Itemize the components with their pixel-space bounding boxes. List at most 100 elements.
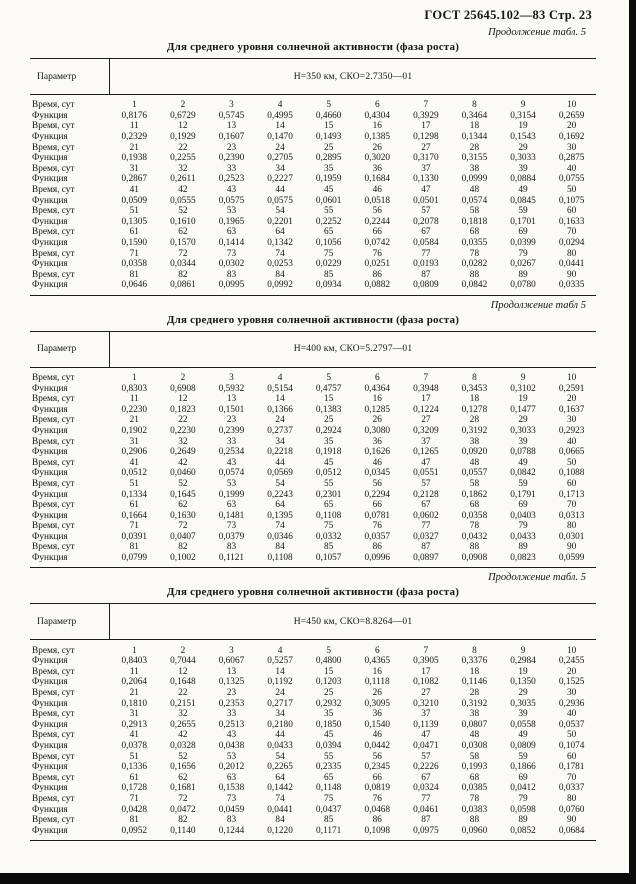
time-row: Время, сут 51 52 53 54 55 56 57 58 59 60 (30, 206, 596, 217)
value-cell: 13 (226, 121, 237, 132)
value-cell: 16 (372, 666, 382, 677)
value-cell: 32 (178, 709, 188, 720)
value-cell: 11 (129, 394, 139, 405)
value-cell: 0,2455 (558, 656, 585, 667)
function-row: Функция 0,1305 0,1610 0,1965 0,2201 0,2252 0,2… (30, 217, 596, 228)
value-cell: 0,0385 (461, 783, 488, 794)
value-cell: 35 (324, 436, 334, 447)
value-cell: 0,2064 (121, 677, 148, 688)
value-cell: 39 (518, 436, 528, 447)
value-cell: 0,0574 (218, 468, 245, 479)
value-cell: 0,3464 (461, 110, 488, 121)
value-cell: 0,1501 (218, 404, 245, 415)
row-label: Время, сут (32, 500, 75, 511)
value-cell: 0,0437 (315, 804, 342, 815)
time-row: Время, сут 61 62 63 64 65 66 67 68 69 70 (30, 773, 596, 784)
value-cell: 0,1481 (218, 510, 245, 521)
value-cell: 0,1902 (121, 425, 148, 436)
value-cell: 42 (178, 185, 188, 196)
function-row: Функция 0,1728 0,1681 0,1538 0,1442 0,1148 0,0… (30, 783, 596, 794)
row-label: Время, сут (32, 730, 75, 741)
value-cell: 18 (469, 394, 480, 405)
value-cell: 0,1543 (510, 132, 536, 143)
value-cell: 56 (372, 751, 382, 762)
value-cell: 59 (518, 478, 528, 489)
value-cell: 57 (421, 751, 431, 762)
value-cell: 55 (324, 206, 334, 217)
value-cell: 12 (178, 666, 188, 677)
value-cell: 0,1713 (558, 489, 585, 500)
table-continuation-label: Продолжение табл 5 (490, 299, 586, 311)
function-row: Функция 0,2906 0,2649 0,2534 0,2218 0,1918 0,1… (30, 447, 596, 458)
value-cell: 0,1999 (218, 489, 245, 500)
time-row: Время, сут 41 42 43 44 45 46 47 48 49 50 (30, 457, 596, 468)
value-cell: 65 (324, 500, 334, 511)
value-cell: 0,1108 (316, 510, 342, 521)
value-cell: 27 (421, 142, 431, 153)
time-row: Время, сут 11 12 13 14 15 16 17 18 19 20 (30, 121, 596, 132)
row-label: Функция (32, 468, 68, 479)
value-cell: 0,0327 (413, 531, 439, 542)
value-cell: 0,0324 (413, 783, 439, 794)
value-cell: 0,1442 (267, 783, 293, 794)
value-cell: 50 (566, 185, 577, 196)
value-cell: 10 (566, 372, 577, 383)
value-cell: 35 (324, 163, 334, 174)
value-cell: 56 (372, 478, 382, 489)
value-cell: 0,0574 (461, 195, 488, 206)
value-cell: 0,1098 (364, 825, 391, 836)
value-cell: 0,3948 (413, 383, 439, 394)
value-cell: 0,2649 (170, 447, 196, 458)
value-cell: 0,0441 (558, 259, 585, 270)
row-label: Время, сут (32, 815, 75, 826)
value-cell: 26 (372, 142, 382, 153)
time-row: Время, сут 21 22 23 24 25 26 27 28 29 30 (30, 415, 596, 426)
value-cell: 77 (421, 793, 431, 804)
value-cell: 0,2265 (267, 762, 293, 773)
value-cell: 0,1171 (316, 825, 342, 836)
value-cell: 0,4995 (267, 110, 293, 121)
value-cell: 30 (566, 142, 577, 153)
value-cell: 0,2895 (315, 153, 342, 164)
value-cell: 2 (180, 372, 186, 383)
row-label: Время, сут (32, 436, 75, 447)
value-cell: 9 (520, 372, 526, 383)
value-cell: 67 (421, 227, 431, 238)
function-row: Функция 0,2230 0,1823 0,1501 0,1366 0,1383 0,1… (30, 404, 596, 415)
param-header-cell: Параметр (30, 604, 110, 640)
value-cell: 88 (469, 542, 480, 553)
value-cell: 0,0602 (413, 510, 439, 521)
value-cell: 30 (566, 415, 577, 426)
value-cell: 0,1493 (315, 132, 342, 143)
value-cell: 76 (372, 521, 382, 532)
value-cell: 0,3210 (413, 698, 439, 709)
value-cell: 0,0251 (364, 259, 391, 270)
value-cell: 0,0537 (558, 719, 585, 730)
value-cell: 20 (566, 666, 577, 677)
value-cell: 0,1139 (413, 719, 439, 730)
value-cell: 61 (129, 500, 139, 511)
value-cell: 0,0842 (461, 280, 488, 291)
value-cell: 0,0253 (267, 259, 293, 270)
value-cell: 3 (229, 645, 234, 656)
value-cell: 70 (566, 500, 577, 511)
row-label: Функция (32, 404, 68, 415)
value-cell: 49 (518, 730, 528, 741)
value-cell: 0,0313 (558, 510, 585, 521)
time-row: Время, сут 11 12 13 14 15 16 17 18 19 20 (30, 667, 596, 678)
row-label: Функция (32, 553, 68, 564)
value-cell: 0,2513 (218, 719, 245, 730)
value-cell: 83 (226, 269, 237, 280)
value-cell: 0,1224 (413, 404, 439, 415)
value-cell: 0,4800 (315, 656, 342, 667)
condition-header-cell: Н=350 км, СКО=2.7350—01 (293, 71, 413, 82)
row-label: Функция (32, 531, 68, 542)
value-cell: 90 (566, 542, 577, 553)
value-cell: 85 (324, 542, 334, 553)
value-cell: 0,0433 (510, 531, 536, 542)
value-cell: 80 (566, 793, 577, 804)
value-cell: 0,7044 (170, 656, 196, 667)
value-cell: 65 (324, 227, 334, 238)
value-cell: 0,0509 (121, 195, 148, 206)
value-cell: 77 (421, 521, 431, 532)
